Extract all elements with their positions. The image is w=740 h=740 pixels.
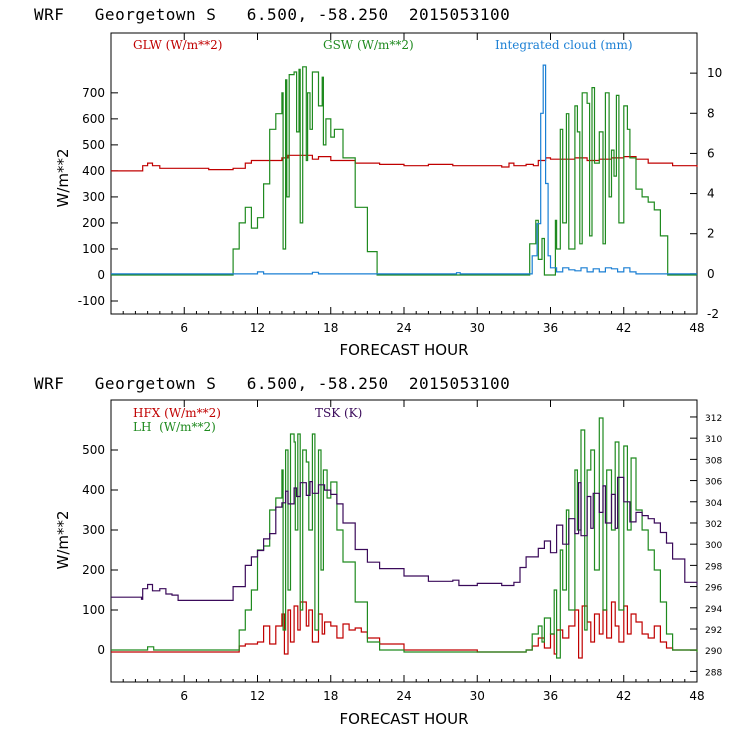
chart-1-legend-gsw: GSW (W/m**2) <box>323 38 414 52</box>
chart-2-y-axis-label: W/m**2 <box>54 510 72 569</box>
chart-2-x-axis: 6 12 18 24 30 36 42 48 <box>122 400 705 703</box>
chart-1-y2-tick-label: 10 <box>707 66 722 80</box>
chart-1-y2-tick-label: -2 <box>707 307 719 321</box>
chart-1-x-axis-label: FORECAST HOUR <box>339 341 468 359</box>
chart-2-y2-tick-label: 312 <box>705 414 722 424</box>
chart-1-x-tick-label: 30 <box>470 321 485 335</box>
chart-1-x-tick-label: 12 <box>250 321 265 335</box>
chart-2-y-axis-right: 288 290 292 294 296 298 300 302 304 306 308 310 312 <box>690 414 722 678</box>
chart-2-y2-tick-label: 300 <box>705 541 722 551</box>
chart-1-legend-cloud: Integrated cloud (mm) <box>495 38 633 52</box>
chart-1-y-tick-label: 400 <box>82 164 105 178</box>
chart-1-series-gsw-line <box>111 66 697 276</box>
chart-2-x-tick-label: 42 <box>616 689 631 703</box>
chart-1-y-tick-label: 0 <box>97 268 105 282</box>
chart-2-y2-tick-label: 304 <box>705 499 722 509</box>
chart-1-y2-tick-label: 4 <box>707 187 715 201</box>
chart-1-y-tick-label: 600 <box>82 112 105 126</box>
chart-1-y-axis-left: -100 0 100 200 300 400 500 600 700 <box>78 86 118 308</box>
chart-1-y2-tick-label: 8 <box>707 106 715 120</box>
chart-2-y2-tick-label: 306 <box>705 478 722 488</box>
chart-1-y-tick-label: 500 <box>82 138 105 152</box>
chart-1-x-tick-label: 36 <box>543 321 558 335</box>
chart-2-y2-tick-label: 296 <box>705 584 722 594</box>
chart-2-y-tick-label: 100 <box>82 603 105 617</box>
chart-1-x-axis: 6 12 18 24 30 36 42 48 <box>122 33 705 335</box>
chart-2-x-axis-label: FORECAST HOUR <box>339 710 468 728</box>
chart-2-x-tick-label: 12 <box>250 689 265 703</box>
chart-2-legend-hfx: HFX (W/m**2) <box>133 406 221 420</box>
chart-1-x-tick-label: 24 <box>396 321 411 335</box>
chart-1-y-tick-label: 700 <box>82 86 105 100</box>
chart-2-y2-tick-label: 310 <box>705 435 722 445</box>
chart-1-y-tick-label: 100 <box>82 242 105 256</box>
chart-2-y2-tick-label: 294 <box>705 605 722 615</box>
chart-1-y-tick-label: -100 <box>78 294 105 308</box>
chart-1-title: WRF Georgetown S 6.500, -58.250 20150531… <box>34 5 510 24</box>
chart-2-y2-tick-label: 290 <box>705 647 722 657</box>
chart-2-y-tick-label: 0 <box>97 643 105 657</box>
chart-2-y2-tick-label: 302 <box>705 520 722 530</box>
chart-1-radiation: WRF Georgetown S 6.500, -58.250 20150531… <box>34 5 722 359</box>
chart-2-title: WRF Georgetown S 6.500, -58.250 20150531… <box>34 374 510 393</box>
chart-2-surface-fluxes: WRF Georgetown S 6.500, -58.250 20150531… <box>34 374 722 728</box>
chart-2-y2-tick-label: 292 <box>705 626 722 636</box>
chart-2-series-lh-line <box>111 417 698 659</box>
chart-1-x-tick-label: 42 <box>616 321 631 335</box>
chart-2-y2-tick-label: 288 <box>705 668 722 678</box>
chart-2-y-tick-label: 500 <box>82 443 105 457</box>
chart-2-y-tick-label: 300 <box>82 523 105 537</box>
chart-1-x-tick-label: 48 <box>689 321 704 335</box>
chart-2-series-tsk-line <box>111 476 698 601</box>
chart-2-x-tick-label: 6 <box>180 689 188 703</box>
chart-2-y2-tick-label: 298 <box>705 562 722 572</box>
chart-2-legend-lh: LH (W/m**2) <box>133 420 216 434</box>
chart-1-y2-tick-label: 0 <box>707 267 715 281</box>
chart-2-x-tick-label: 18 <box>323 689 338 703</box>
chart-1-y2-tick-label: 6 <box>707 146 715 160</box>
chart-2-legend-tsk: TSK (K) <box>315 406 362 420</box>
chart-1-x-tick-label: 18 <box>323 321 338 335</box>
chart-2-y-tick-label: 200 <box>82 563 105 577</box>
chart-1-legend-glw: GLW (W/m**2) <box>133 38 222 52</box>
chart-2-plot-frame <box>110 399 698 683</box>
chart-1-y2-tick-label: 2 <box>707 227 715 241</box>
chart-2-x-tick-label: 48 <box>689 689 704 703</box>
chart-1-y-axis-right: -2 0 2 4 6 8 10 <box>690 66 722 321</box>
chart-2-x-tick-label: 36 <box>543 689 558 703</box>
chart-1-y-axis-label: W/m**2 <box>54 148 72 207</box>
chart-2-x-tick-label: 30 <box>470 689 485 703</box>
chart-1-series-integrated-line <box>111 64 697 275</box>
chart-1-series-group <box>111 64 698 276</box>
chart-1-y-tick-label: 300 <box>82 190 105 204</box>
chart-1-x-tick-label: 6 <box>180 321 188 335</box>
chart-2-series-group <box>111 417 698 659</box>
chart-1-y-tick-label: 200 <box>82 216 105 230</box>
chart-2-x-tick-label: 24 <box>396 689 411 703</box>
chart-2-y-axis-left: 0 100 200 300 400 500 <box>82 443 118 657</box>
chart-2-y2-tick-label: 308 <box>705 456 722 466</box>
chart-2-y-tick-label: 400 <box>82 483 105 497</box>
